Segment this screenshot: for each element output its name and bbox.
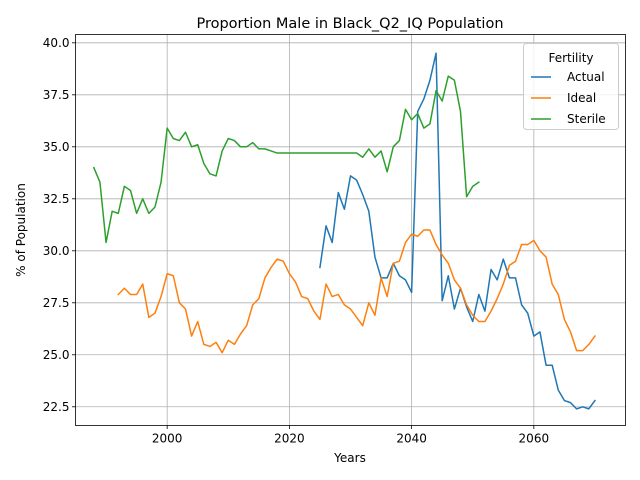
x-tick-label: 2040 <box>396 432 427 446</box>
y-tick-label: 37.5 <box>43 88 70 102</box>
y-axis-ticks: 22.5 25.0 27.5 30.0 32.5 35.0 37.5 40.0 <box>43 36 76 414</box>
y-tick-label: 35.0 <box>43 140 70 154</box>
y-tick-label: 25.0 <box>43 348 70 362</box>
series-lines <box>92 52 596 410</box>
plot-frame <box>75 34 626 426</box>
legend-box <box>523 43 619 130</box>
legend-label-sterile: Sterile <box>567 112 606 126</box>
legend-title: Fertility <box>548 51 593 65</box>
x-axis-label: Years <box>333 451 366 465</box>
x-axis-ticks: 2000 2020 2040 2060 <box>152 425 550 446</box>
x-tick-label: 2020 <box>274 432 305 446</box>
y-tick-label: 32.5 <box>43 192 70 206</box>
series-line-sterile <box>92 75 480 244</box>
y-axis-label: % of Population <box>14 183 28 277</box>
x-tick-label: 2000 <box>152 432 183 446</box>
legend-label-actual: Actual <box>567 70 605 84</box>
y-tick-label: 27.5 <box>43 296 70 310</box>
y-tick-label: 30.0 <box>43 244 70 258</box>
legend: Fertility Actual Ideal Sterile <box>523 43 619 130</box>
y-tick-label: 40.0 <box>43 36 70 50</box>
y-tick-label: 22.5 <box>43 400 70 414</box>
legend-label-ideal: Ideal <box>567 91 596 105</box>
series-line-actual <box>319 52 596 410</box>
x-tick-label: 2060 <box>519 432 550 446</box>
series-line-ideal <box>117 229 596 354</box>
chart-title: Proportion Male in Black_Q2_IQ Populatio… <box>196 16 503 32</box>
